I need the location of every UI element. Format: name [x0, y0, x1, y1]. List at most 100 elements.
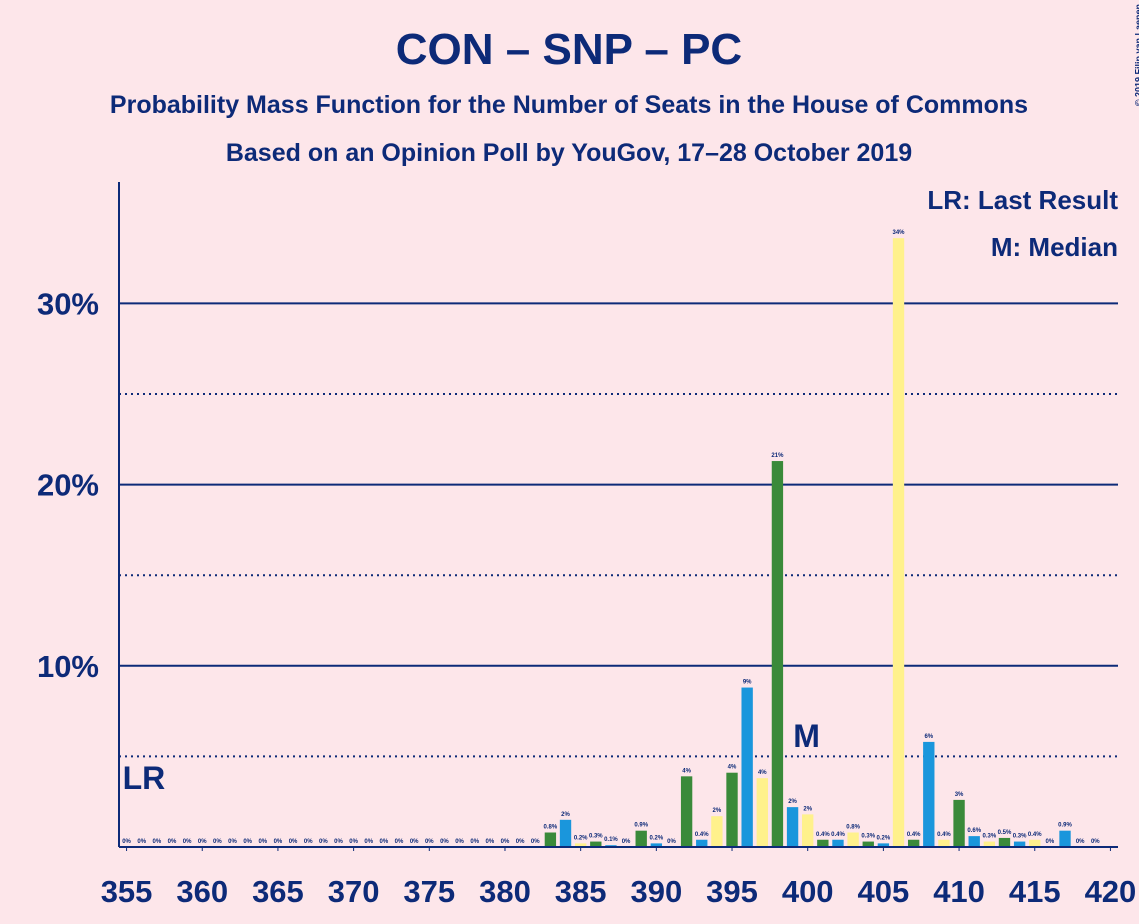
- value-label: 0%: [274, 839, 283, 845]
- y-tick-label: 10%: [37, 649, 99, 684]
- bar: [923, 741, 935, 847]
- bar: [892, 238, 905, 848]
- value-label: 0%: [349, 839, 358, 845]
- value-label: 4%: [758, 770, 767, 776]
- bar: [907, 839, 920, 847]
- bar: [559, 819, 572, 847]
- bar: [771, 461, 784, 847]
- value-label: 0.9%: [1058, 823, 1072, 829]
- x-tick-label: 415: [1009, 874, 1061, 909]
- bar: [847, 832, 859, 847]
- value-label: 0.1%: [604, 837, 618, 843]
- value-label: 0.4%: [816, 832, 830, 838]
- bar: [544, 832, 557, 847]
- value-label: 0.6%: [967, 828, 981, 834]
- value-label: 0.2%: [877, 835, 891, 841]
- value-label: 0.8%: [544, 825, 558, 831]
- value-label: 0.3%: [982, 834, 996, 840]
- x-tick-label: 400: [782, 874, 834, 909]
- y-tick-label: 20%: [37, 468, 99, 503]
- value-label: 0.3%: [589, 834, 603, 840]
- value-label: 0%: [243, 839, 252, 845]
- bar: [802, 814, 814, 847]
- value-label: 0%: [153, 839, 162, 845]
- annotation: LR: [123, 760, 166, 796]
- value-label: 0%: [531, 839, 540, 845]
- x-tick-label: 405: [858, 874, 910, 909]
- bar: [741, 687, 753, 847]
- value-label: 9%: [743, 680, 752, 686]
- bar: [953, 799, 965, 847]
- value-label: 0.2%: [574, 835, 588, 841]
- value-label: 0%: [334, 839, 343, 845]
- bar: [998, 837, 1011, 847]
- value-label: 0%: [470, 839, 479, 845]
- x-tick-label: 365: [252, 874, 304, 909]
- bar: [726, 772, 738, 847]
- value-label: 0%: [183, 839, 192, 845]
- value-label: 0.3%: [861, 834, 875, 840]
- x-tick-label: 420: [1085, 874, 1137, 909]
- value-label: 0%: [364, 839, 373, 845]
- value-label: 0%: [501, 839, 510, 845]
- value-label: 0%: [395, 839, 404, 845]
- value-label: 2%: [788, 799, 797, 805]
- value-label: 0%: [319, 839, 328, 845]
- value-label: 0%: [622, 839, 631, 845]
- chart-title: CON – SNP – PC: [396, 25, 742, 74]
- value-label: 0%: [440, 839, 449, 845]
- x-tick-label: 375: [403, 874, 455, 909]
- bar: [832, 839, 844, 847]
- legend-entry: M: Median: [991, 232, 1118, 262]
- value-label: 0.5%: [998, 830, 1012, 836]
- bar: [862, 841, 874, 847]
- value-label: 4%: [682, 768, 691, 774]
- value-label: 21%: [771, 453, 784, 459]
- annotation: M: [793, 718, 820, 754]
- value-label: 0.4%: [1028, 832, 1042, 838]
- value-label: 0%: [137, 839, 146, 845]
- value-label: 0%: [289, 839, 298, 845]
- value-label: 0.4%: [907, 832, 921, 838]
- bar: [968, 836, 980, 847]
- value-label: 4%: [728, 765, 737, 771]
- value-label: 0%: [455, 839, 464, 845]
- bar: [983, 841, 996, 847]
- value-label: 2%: [803, 806, 812, 812]
- value-label: 0%: [304, 839, 313, 845]
- copyright: © 2019 Filip van Laenen: [1133, 4, 1139, 106]
- x-tick-label: 395: [706, 874, 758, 909]
- y-tick-label: 30%: [37, 286, 99, 321]
- value-label: 0%: [667, 839, 676, 845]
- bar: [938, 839, 950, 847]
- value-label: 34%: [893, 230, 906, 236]
- value-label: 2%: [561, 812, 570, 818]
- value-label: 0%: [516, 839, 525, 845]
- value-label: 0%: [122, 839, 131, 845]
- bar: [817, 839, 829, 847]
- bar: [1013, 841, 1026, 847]
- bar: [756, 778, 768, 847]
- value-label: 0.4%: [937, 832, 951, 838]
- value-label: 0%: [213, 839, 222, 845]
- value-label: 0%: [425, 839, 434, 845]
- bar: [590, 841, 602, 847]
- value-label: 0%: [198, 839, 207, 845]
- x-tick-label: 380: [479, 874, 531, 909]
- bar: [650, 843, 663, 847]
- value-label: 0.4%: [695, 832, 709, 838]
- x-tick-label: 360: [176, 874, 228, 909]
- x-tick-label: 385: [555, 874, 607, 909]
- value-label: 0.9%: [634, 823, 648, 829]
- value-label: 0%: [1046, 839, 1055, 845]
- value-label: 0%: [1091, 839, 1100, 845]
- x-tick-label: 355: [101, 874, 153, 909]
- chart-subtitle: Based on an Opinion Poll by YouGov, 17–2…: [226, 139, 912, 167]
- value-label: 0%: [410, 839, 419, 845]
- value-label: 0.2%: [649, 835, 663, 841]
- bar: [574, 843, 587, 847]
- bar: [786, 807, 799, 847]
- value-label: 0.3%: [1013, 834, 1027, 840]
